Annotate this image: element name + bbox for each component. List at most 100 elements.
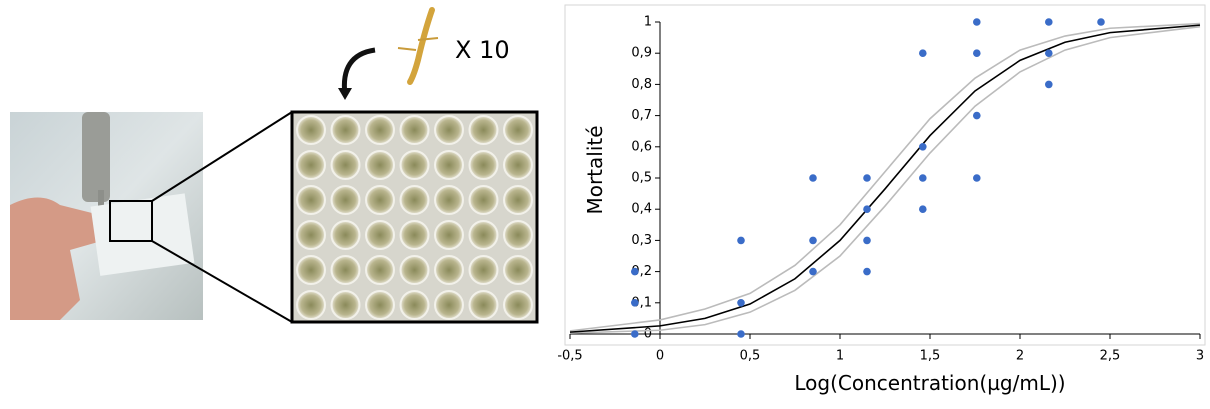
well xyxy=(399,115,430,145)
well xyxy=(296,255,326,285)
well xyxy=(468,290,499,320)
well xyxy=(434,150,464,180)
data-point xyxy=(1045,49,1053,57)
data-point xyxy=(1045,18,1053,26)
data-point xyxy=(919,174,927,182)
well xyxy=(503,220,533,250)
well xyxy=(503,115,533,145)
data-point xyxy=(863,267,871,276)
y-tick-label: 1 xyxy=(644,15,652,30)
well xyxy=(434,220,464,250)
well xyxy=(399,150,430,180)
data-point xyxy=(973,18,981,26)
well xyxy=(468,115,499,145)
x-tick-label: 2,5 xyxy=(1100,349,1121,364)
data-point xyxy=(737,236,745,245)
well xyxy=(503,290,533,320)
x-tick-label: 2 xyxy=(1016,349,1024,364)
y-tick-label: 0 xyxy=(644,327,652,342)
photo xyxy=(10,112,203,320)
well xyxy=(330,255,361,285)
x-tick-label: 0 xyxy=(656,349,664,364)
data-point xyxy=(631,330,639,338)
y-tick-label: 0,7 xyxy=(631,108,652,123)
fit-line xyxy=(569,22,1201,332)
well xyxy=(399,220,430,250)
x-tick-label: 1,5 xyxy=(920,349,941,364)
data-point xyxy=(919,49,927,57)
well xyxy=(503,185,533,215)
well xyxy=(399,185,430,215)
well xyxy=(296,150,326,180)
well xyxy=(365,255,395,285)
well xyxy=(399,255,430,285)
well xyxy=(365,220,395,250)
data-point xyxy=(1097,18,1105,26)
well xyxy=(434,115,464,145)
well xyxy=(365,115,395,145)
y-tick-label: 0,8 xyxy=(631,77,652,92)
arrow-head xyxy=(338,88,352,100)
well xyxy=(296,290,326,320)
fit-line xyxy=(569,25,1201,334)
well xyxy=(330,290,361,320)
well xyxy=(503,150,533,180)
y-tick-label: 0,6 xyxy=(631,139,652,154)
data-point xyxy=(919,205,927,213)
data-point xyxy=(973,49,981,57)
y-tick-label: 0,3 xyxy=(631,233,652,248)
x-tick-label: 0,5 xyxy=(740,349,761,364)
well xyxy=(330,220,361,250)
data-point xyxy=(863,236,871,245)
well xyxy=(434,290,464,320)
data-point xyxy=(809,174,817,182)
well xyxy=(434,185,464,215)
x-tick-label: 1 xyxy=(836,349,844,364)
y-tick-label: 0,2 xyxy=(631,264,652,279)
well xyxy=(399,290,430,320)
well xyxy=(330,185,361,215)
well xyxy=(296,185,326,215)
well xyxy=(296,115,326,145)
data-point xyxy=(737,299,745,307)
data-point xyxy=(973,111,981,120)
well xyxy=(468,150,499,180)
data-point xyxy=(631,299,639,307)
well xyxy=(468,220,499,250)
well xyxy=(468,185,499,215)
y-tick-label: 0,9 xyxy=(631,46,652,61)
x-axis-label: Log(Concentration(µg/mL)) xyxy=(794,371,1065,395)
well xyxy=(330,150,361,180)
well xyxy=(434,255,464,285)
data-point xyxy=(919,143,927,151)
plot-frame xyxy=(564,4,1206,346)
y-tick-label: 0,5 xyxy=(631,171,652,186)
data-point xyxy=(973,174,981,182)
zoomed-plate xyxy=(290,110,539,324)
x-tick-label: -0,5 xyxy=(557,349,582,364)
fit-line xyxy=(569,24,1201,333)
data-point xyxy=(809,267,817,276)
data-point xyxy=(1045,80,1053,89)
data-point xyxy=(809,236,817,245)
larva-icon xyxy=(397,7,439,85)
well xyxy=(296,220,326,250)
data-point xyxy=(863,174,871,182)
y-tick-label: 0,1 xyxy=(631,295,652,310)
data-point xyxy=(737,330,745,338)
well xyxy=(365,150,395,180)
multiplier-label: X 10 xyxy=(455,36,510,64)
y-axis-label: Mortalité xyxy=(583,125,607,214)
y-tick-label: 0,4 xyxy=(631,202,652,217)
well xyxy=(365,290,395,320)
x-tick-label: 3 xyxy=(1196,349,1204,364)
curved-arrow xyxy=(341,47,376,96)
well xyxy=(330,115,361,145)
well xyxy=(503,255,533,285)
data-point xyxy=(863,205,871,213)
well xyxy=(365,185,395,215)
data-point xyxy=(631,267,639,276)
well xyxy=(468,255,499,285)
